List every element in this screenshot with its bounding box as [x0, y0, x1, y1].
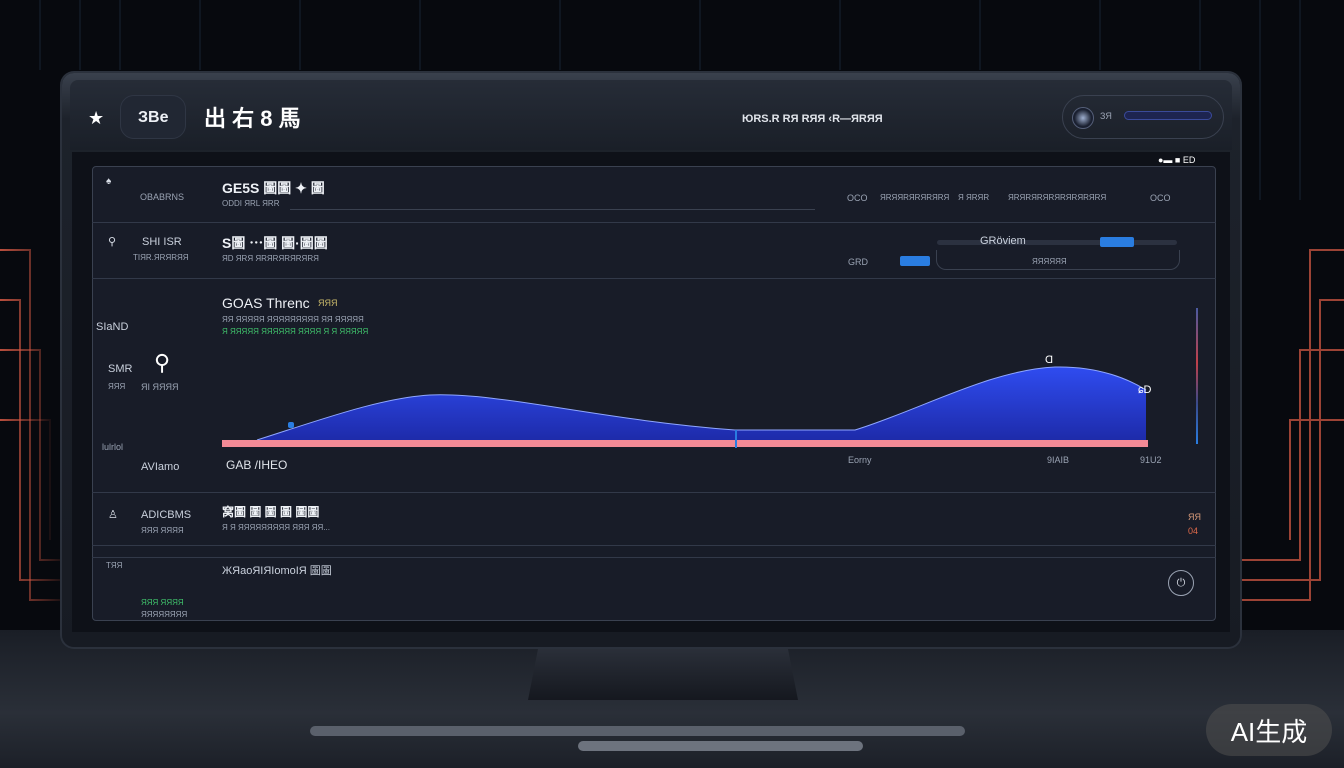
chart-title: GOAS Threnc: [222, 295, 310, 311]
x-tick-label: Eorny: [848, 455, 872, 465]
knob-button[interactable]: [1072, 107, 1094, 129]
field-text: ЯЯЯЯЯЯ: [1032, 257, 1067, 266]
x-tick-label: 9IAIB: [1047, 455, 1070, 465]
peak-label: Ɑ: [1045, 354, 1054, 366]
logo-button[interactable]: [120, 95, 186, 139]
row-sublabel: TIЯR.ЯRЯRЯЯ: [133, 253, 189, 262]
logo-label: ЗВe: [138, 109, 169, 126]
footer-text: ЯЯЯЯЯЯЯЯ: [141, 610, 188, 619]
data-point: [288, 422, 294, 428]
row-label: TЯЯ: [106, 561, 123, 570]
side-label: AVIamo: [141, 461, 180, 473]
row-subtitle: ЯD ЯRЯ ЯRЯRЯRЯRЯRЯ: [222, 254, 319, 263]
slider-handle[interactable]: [1100, 237, 1134, 247]
area-series: [257, 366, 1146, 442]
footer-text: ЯЯЯ ЯЯЯЯ: [141, 598, 184, 607]
person-icon: ♙: [108, 509, 118, 521]
pin-icon: ♠: [106, 176, 112, 187]
row-subtitle: Я Я ЯЯЯЯЯЯЯЯЯ ЯЯЯ ЯЯ...: [222, 523, 330, 532]
divider: [92, 492, 1216, 493]
chart-description: ЯЯ ЯЯЯЯЯ ЯЯЯЯЯЯЯЯЯ ЯЯ ЯЯЯЯЯ: [222, 315, 364, 324]
header-center-text: ЮRS.R RЯ RЯЯ ‹R—ЯRЯЯ: [742, 113, 883, 125]
monitor-stand: [528, 645, 798, 700]
row-title: ЖЯaoЯIЯIomoIЯ 圖圖: [222, 565, 332, 577]
app-title: 出 右 8 馬: [204, 106, 301, 131]
row-label: SHI ISR: [142, 236, 182, 248]
row-subtitle: ODDI ЯRL ЯRR: [222, 199, 280, 208]
header-control-group: [1062, 95, 1224, 139]
side-label: SIaND: [96, 321, 129, 333]
slider-label: GRöviem: [980, 235, 1026, 247]
range-slider[interactable]: [937, 240, 1177, 245]
app-header: [70, 80, 1232, 150]
divider: [92, 545, 1216, 546]
side-label: ЯЯЯ: [108, 382, 126, 391]
watermark: AI生成: [1206, 704, 1332, 756]
row-value: 04: [1188, 526, 1199, 536]
row-col: Я ЯRЯR: [958, 193, 990, 202]
row-label: OBABRNS: [140, 192, 185, 202]
side-label: SMR: [108, 363, 133, 375]
robot-icon: ⚲: [154, 350, 171, 375]
row-col: ЯRЯRЯRЯRЯRЯRЯRЯRЯ: [1008, 193, 1107, 202]
row-value: GRD: [848, 257, 868, 267]
series-line: [256, 366, 1147, 441]
peak-label: ɕD: [1138, 384, 1152, 396]
header-slider[interactable]: [1124, 111, 1212, 120]
row-label: ADICBMS: [141, 509, 192, 521]
control-label: ЗЯ: [1100, 111, 1112, 121]
row-col: OCO: [1150, 193, 1171, 203]
divider: [92, 222, 1216, 223]
divider: [92, 557, 1216, 558]
baseline-bar: [222, 440, 1148, 447]
row-title: 窝圖 圖 圖 圖 圖圖: [222, 505, 320, 519]
location-icon: ⚲: [108, 236, 117, 248]
star-icon[interactable]: ★: [88, 108, 105, 128]
window-controls[interactable]: ●▬ ■ ЕD: [1158, 155, 1196, 165]
row-value: ЯЯ: [1188, 512, 1201, 522]
side-label: lulrlol: [102, 442, 124, 452]
keyboard-bar: [310, 726, 965, 736]
side-scale: [1196, 308, 1198, 444]
x-tick-label: 91U2: [1140, 455, 1162, 465]
side-label: ЯI ЯЯЯЯ: [141, 382, 179, 392]
text-field[interactable]: [936, 250, 1180, 270]
underline: [290, 209, 815, 210]
chart-tag: ЯЯЯ: [318, 298, 338, 308]
divider: [92, 278, 1216, 279]
row-title: S圖 ⋯圖 圖·圖圖: [222, 235, 328, 251]
row-col: OCO: [847, 193, 868, 203]
keyboard-bar: [578, 741, 863, 751]
power-icon[interactable]: ⏻: [1168, 570, 1194, 596]
blue-tag[interactable]: [900, 256, 930, 266]
x-tick-label: GAB /IHEO: [226, 458, 288, 472]
row-title: GE5S 圖圖 ✦ 圖: [222, 180, 325, 196]
row-sublabel: ЯЯЯ ЯЯЯЯ: [141, 526, 184, 535]
row-col: ЯRЯЯRЯRЯRЯRЯ: [880, 193, 950, 202]
chart-description: Я ЯЯЯЯЯ ЯЯЯЯЯЯ ЯЯЯЯ Я Я ЯЯЯЯЯ: [222, 327, 369, 336]
